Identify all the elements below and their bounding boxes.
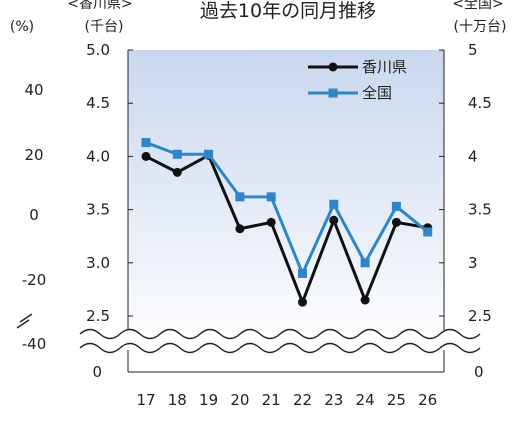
series-line <box>145 153 428 304</box>
chart-title: 過去10年の同月推移 <box>200 0 376 22</box>
data-point <box>141 151 151 161</box>
y-left-tick-label: 3.0 <box>86 254 110 272</box>
y-right-tick-label: 3.5 <box>468 201 492 219</box>
data-point <box>423 227 433 237</box>
right-series-header: <全国> <box>452 0 503 12</box>
data-point <box>391 217 401 227</box>
y-left-zero-label: 0 <box>92 363 102 381</box>
y-right-tick-label: 4 <box>468 147 478 165</box>
y-left-tick-label: 3.5 <box>86 201 110 219</box>
data-point <box>141 138 151 148</box>
y-right-tick-label: 3 <box>468 254 478 272</box>
axes <box>16 49 482 373</box>
plot-area <box>128 50 444 355</box>
left-series-header: <香川県> <box>67 0 132 12</box>
series <box>141 138 433 307</box>
data-point <box>329 199 339 209</box>
x-tick-label: 19 <box>199 391 218 409</box>
axis-break-band <box>78 332 482 350</box>
legend-entry: 全国 <box>308 84 392 102</box>
data-point <box>204 149 214 159</box>
x-tick-label: 24 <box>356 391 375 409</box>
data-point <box>172 167 182 177</box>
data-point <box>298 297 307 307</box>
y-left-tick-label: 4.0 <box>86 147 110 165</box>
data-point <box>298 268 307 278</box>
y-right-tick-label: 2.5 <box>468 307 492 325</box>
legend-label: 全国 <box>362 84 392 102</box>
data-point <box>329 215 339 225</box>
y-right-tick-label: 5 <box>468 41 478 59</box>
x-tick-label: 20 <box>230 391 249 409</box>
x-tick-label: 21 <box>262 391 281 409</box>
right-unit: (十万台) <box>454 19 507 35</box>
axis-break-wave-top <box>79 328 481 340</box>
legend-label: 香川県 <box>362 58 407 76</box>
data-point <box>172 149 182 159</box>
left-inner-unit: (千台) <box>85 19 124 35</box>
x-tick-label: 17 <box>136 391 155 409</box>
series-1 <box>141 138 433 278</box>
x-tick-label: 25 <box>387 391 406 409</box>
data-point <box>266 192 276 202</box>
left-outer-unit: (%) <box>10 19 34 35</box>
y-outer-tick-label: 0 <box>29 206 39 224</box>
legend-entry: 香川県 <box>308 58 407 76</box>
axis-break-wave-bottom <box>79 342 481 354</box>
legend-marker <box>328 88 338 98</box>
x-tick-label: 22 <box>293 391 312 409</box>
tick-labels: 5.0 4.5 4.0 3.5 3.0 2.5 0 5 4.5 4 3.5 3 2.5 0 40 20 0 -20… <box>22 41 492 409</box>
x-tick-label: 18 <box>168 391 187 409</box>
data-point <box>235 224 245 234</box>
legend-marker <box>328 62 338 72</box>
data-point <box>360 295 370 305</box>
outer-axis-break-mark <box>16 313 33 329</box>
data-point <box>391 201 401 211</box>
y-right-zero-label: 0 <box>474 363 484 381</box>
x-tick-label: 26 <box>418 391 437 409</box>
series-line <box>145 141 429 275</box>
data-point <box>360 258 370 268</box>
data-point <box>235 192 245 202</box>
y-outer-tick-label: 40 <box>24 81 43 99</box>
y-right-tick-label: 4.5 <box>468 94 492 112</box>
y-outer-tick-label: -40 <box>22 335 47 353</box>
x-tick-label: 23 <box>324 391 343 409</box>
y-left-tick-label: 4.5 <box>86 94 110 112</box>
y-left-tick-label: 2.5 <box>86 307 110 325</box>
y-left-tick-label: 5.0 <box>86 41 110 59</box>
data-point <box>266 217 276 227</box>
y-outer-tick-label: -20 <box>22 271 47 289</box>
y-outer-tick-label: 20 <box>24 146 43 164</box>
